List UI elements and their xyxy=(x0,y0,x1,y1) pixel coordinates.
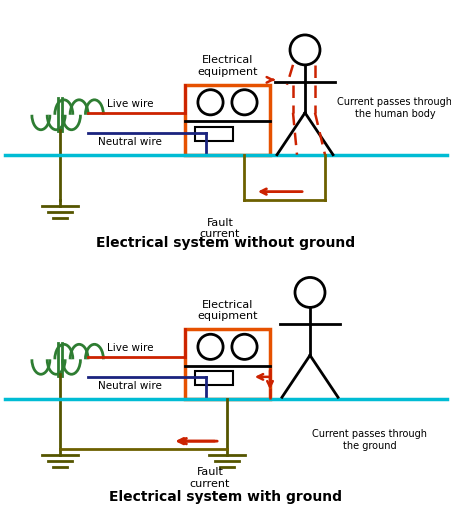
Bar xyxy=(184,85,269,155)
Bar xyxy=(195,127,233,140)
Bar xyxy=(184,329,269,399)
Text: Current passes through
the human body: Current passes through the human body xyxy=(337,97,451,119)
Text: Current passes through
the ground: Current passes through the ground xyxy=(312,429,427,451)
Text: Neutral wire: Neutral wire xyxy=(98,381,161,391)
Text: Electrical system with ground: Electrical system with ground xyxy=(109,490,342,504)
Text: Live wire: Live wire xyxy=(106,99,153,109)
Text: Fault
current: Fault current xyxy=(199,217,239,239)
Text: Neutral wire: Neutral wire xyxy=(98,137,161,147)
Text: Fault
current: Fault current xyxy=(189,467,230,489)
Text: Electrical
equipment: Electrical equipment xyxy=(197,55,257,77)
Text: Electrical
equipment: Electrical equipment xyxy=(197,300,257,321)
Text: Electrical system without ground: Electrical system without ground xyxy=(96,236,355,249)
Bar xyxy=(195,371,233,385)
Text: Live wire: Live wire xyxy=(106,343,153,353)
